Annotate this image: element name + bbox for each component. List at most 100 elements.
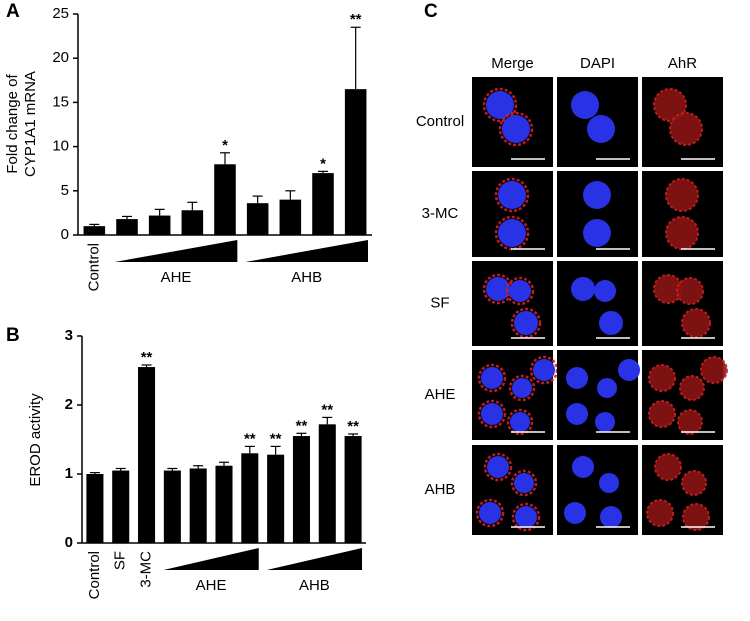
row-label: 3-MC [422, 205, 459, 222]
ahr-signal [482, 87, 518, 123]
micrograph [642, 261, 723, 346]
ahr-signal [653, 88, 687, 122]
nucleus [486, 91, 514, 119]
x-tick-label: Control [86, 551, 103, 599]
significance-mark: ** [296, 417, 308, 434]
nucleus [571, 91, 599, 119]
bar [116, 219, 138, 235]
y-tick-label: 1 [65, 465, 73, 482]
bar [292, 436, 310, 543]
bar [344, 436, 362, 543]
row-label: Control [416, 113, 464, 130]
y-tick-label: 0 [61, 226, 69, 243]
y-axis-label: CYP1A1 mRNA [22, 71, 39, 177]
bar [241, 453, 259, 543]
nucleus [498, 219, 526, 247]
ahr-signal [669, 112, 703, 146]
bar [318, 424, 336, 543]
ahr-signal [665, 178, 699, 212]
nucleus [486, 277, 510, 301]
ahr-signal [477, 399, 507, 429]
nucleus [566, 403, 588, 425]
bar [279, 199, 302, 235]
significance-mark: ** [350, 11, 362, 28]
x-tick-label: SF [112, 551, 129, 570]
ahr-signal [477, 363, 507, 393]
ahr-signal [510, 307, 542, 339]
y-tick-label: 5 [61, 182, 69, 199]
ahr-signal [648, 400, 676, 428]
group-label: AHB [299, 577, 330, 594]
bar [112, 470, 130, 543]
nucleus [509, 280, 531, 302]
group-label: AHE [196, 577, 227, 594]
row-label: SF [430, 294, 449, 311]
ahr-signal [681, 470, 707, 496]
ahr-signal [475, 498, 505, 528]
y-tick-label: 3 [65, 327, 73, 344]
y-tick-label: 2 [65, 396, 73, 413]
column-header: AhR [668, 55, 697, 72]
significance-mark: * [222, 137, 228, 154]
bar [163, 470, 181, 543]
y-tick-label: 25 [52, 5, 69, 22]
bar [138, 367, 156, 543]
ahr-signal [677, 409, 703, 435]
significance-mark: ** [270, 430, 282, 447]
ahr-signal [508, 374, 536, 402]
bar [214, 164, 236, 235]
nucleus [515, 506, 537, 528]
nucleus [595, 412, 615, 432]
ahr-signal [700, 356, 728, 384]
ahr-signal [681, 308, 711, 338]
dose-triangle [114, 240, 238, 262]
nucleus [502, 115, 530, 143]
nucleus [481, 403, 503, 425]
nucleus [533, 359, 555, 381]
nucleus [572, 456, 594, 478]
x-tick-label: 3-MC [138, 551, 155, 588]
group-label: AHE [161, 269, 192, 286]
micrograph [557, 261, 638, 346]
ahr-signal [510, 469, 538, 497]
bar [181, 210, 204, 235]
y-tick-label: 10 [52, 138, 69, 155]
panel-label: C [424, 1, 438, 22]
nucleus [600, 506, 622, 528]
nucleus [510, 412, 530, 432]
significance-mark: ** [244, 430, 256, 447]
significance-mark: ** [347, 418, 359, 435]
group-label: AHB [291, 269, 322, 286]
micrograph [472, 261, 553, 346]
column-header: DAPI [580, 55, 615, 72]
ahr-signal [498, 111, 534, 147]
nucleus [597, 378, 617, 398]
nucleus [481, 367, 503, 389]
significance-mark: * [320, 155, 326, 172]
nucleus [498, 181, 526, 209]
nucleus [564, 502, 586, 524]
row-label: AHE [425, 386, 456, 403]
nucleus [479, 502, 501, 524]
nucleus [594, 280, 616, 302]
nucleus [599, 473, 619, 493]
dose-triangle [163, 548, 259, 570]
bar [148, 215, 171, 235]
y-axis-label: Fold change of [4, 74, 21, 174]
ahr-signal [648, 364, 676, 392]
ahr-signal [676, 277, 704, 305]
bar [86, 474, 104, 543]
nucleus [512, 378, 532, 398]
bar [267, 454, 285, 543]
bar [83, 226, 106, 235]
significance-mark: ** [141, 349, 153, 366]
panel-label: A [6, 1, 20, 22]
x-tick-label: Control [85, 243, 102, 291]
nucleus [599, 311, 623, 335]
nucleus [566, 367, 588, 389]
ahr-signal [506, 408, 534, 436]
bar [312, 173, 334, 235]
bar [189, 468, 207, 543]
dose-triangle [266, 548, 362, 570]
